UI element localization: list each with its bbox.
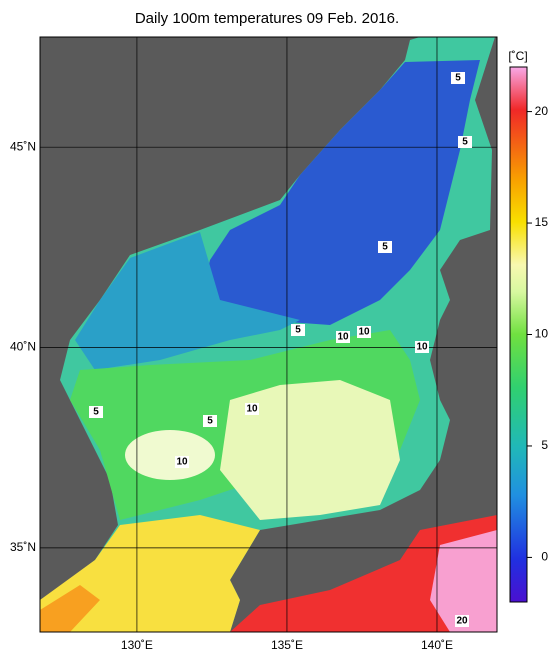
map-area xyxy=(40,37,497,632)
contour-label: 5 xyxy=(462,137,468,148)
kuroshio xyxy=(230,515,497,632)
x-tick-label: 135˚E xyxy=(271,638,303,652)
contour-label-bg xyxy=(175,456,189,468)
contour-label-bg xyxy=(451,72,465,84)
y-tick-label: 40˚N xyxy=(10,340,36,354)
colorbar-tick-label: 15 xyxy=(535,215,549,229)
contour-label: 10 xyxy=(337,332,349,343)
contour-label-bg xyxy=(357,326,371,338)
contour-label-bg xyxy=(336,331,350,343)
contour-label-bg xyxy=(291,324,305,336)
colorbar-tick-label: 10 xyxy=(535,327,549,341)
contour-label: 10 xyxy=(246,404,258,415)
cool-water xyxy=(75,232,300,370)
contour-label-bg xyxy=(458,136,472,148)
contour-label-bg xyxy=(455,615,469,627)
orange-water xyxy=(40,585,100,632)
warm-eddy xyxy=(125,430,215,480)
y-tick-label: 35˚N xyxy=(10,540,36,554)
kuroshio-core xyxy=(430,530,497,632)
colorbar-unit: [˚C] xyxy=(508,49,527,63)
contour-label-bg xyxy=(89,406,103,418)
contour-label: 10 xyxy=(416,342,428,353)
title: Daily 100m temperatures 09 Feb. 2016. xyxy=(135,10,399,27)
x-tick-label: 140˚E xyxy=(421,638,453,652)
colorbar xyxy=(509,66,528,603)
island xyxy=(195,135,220,165)
contour-label-bg xyxy=(415,341,429,353)
contour-label: 10 xyxy=(176,457,188,468)
warm-water xyxy=(220,380,400,520)
x-tick-label: 130˚E xyxy=(121,638,153,652)
contour-label-bg xyxy=(245,403,259,415)
colorbar-tick-label: 5 xyxy=(541,438,548,452)
contour-label: 5 xyxy=(207,416,213,427)
contour-label: 5 xyxy=(382,242,388,253)
y-tick-label: 45˚N xyxy=(10,139,36,153)
contour-label: 5 xyxy=(295,325,301,336)
colorbar-tick-label: 0 xyxy=(541,550,548,564)
colorbar-tick-label: 20 xyxy=(535,104,549,118)
cold-water xyxy=(200,60,480,325)
contour-label-bg xyxy=(378,241,392,253)
map-frame xyxy=(39,36,498,633)
contour-label: 20 xyxy=(456,616,468,627)
contour-label: 5 xyxy=(455,73,461,84)
contour-label-bg xyxy=(203,415,217,427)
contour-label: 5 xyxy=(93,407,99,418)
contour-label: 10 xyxy=(358,327,370,338)
